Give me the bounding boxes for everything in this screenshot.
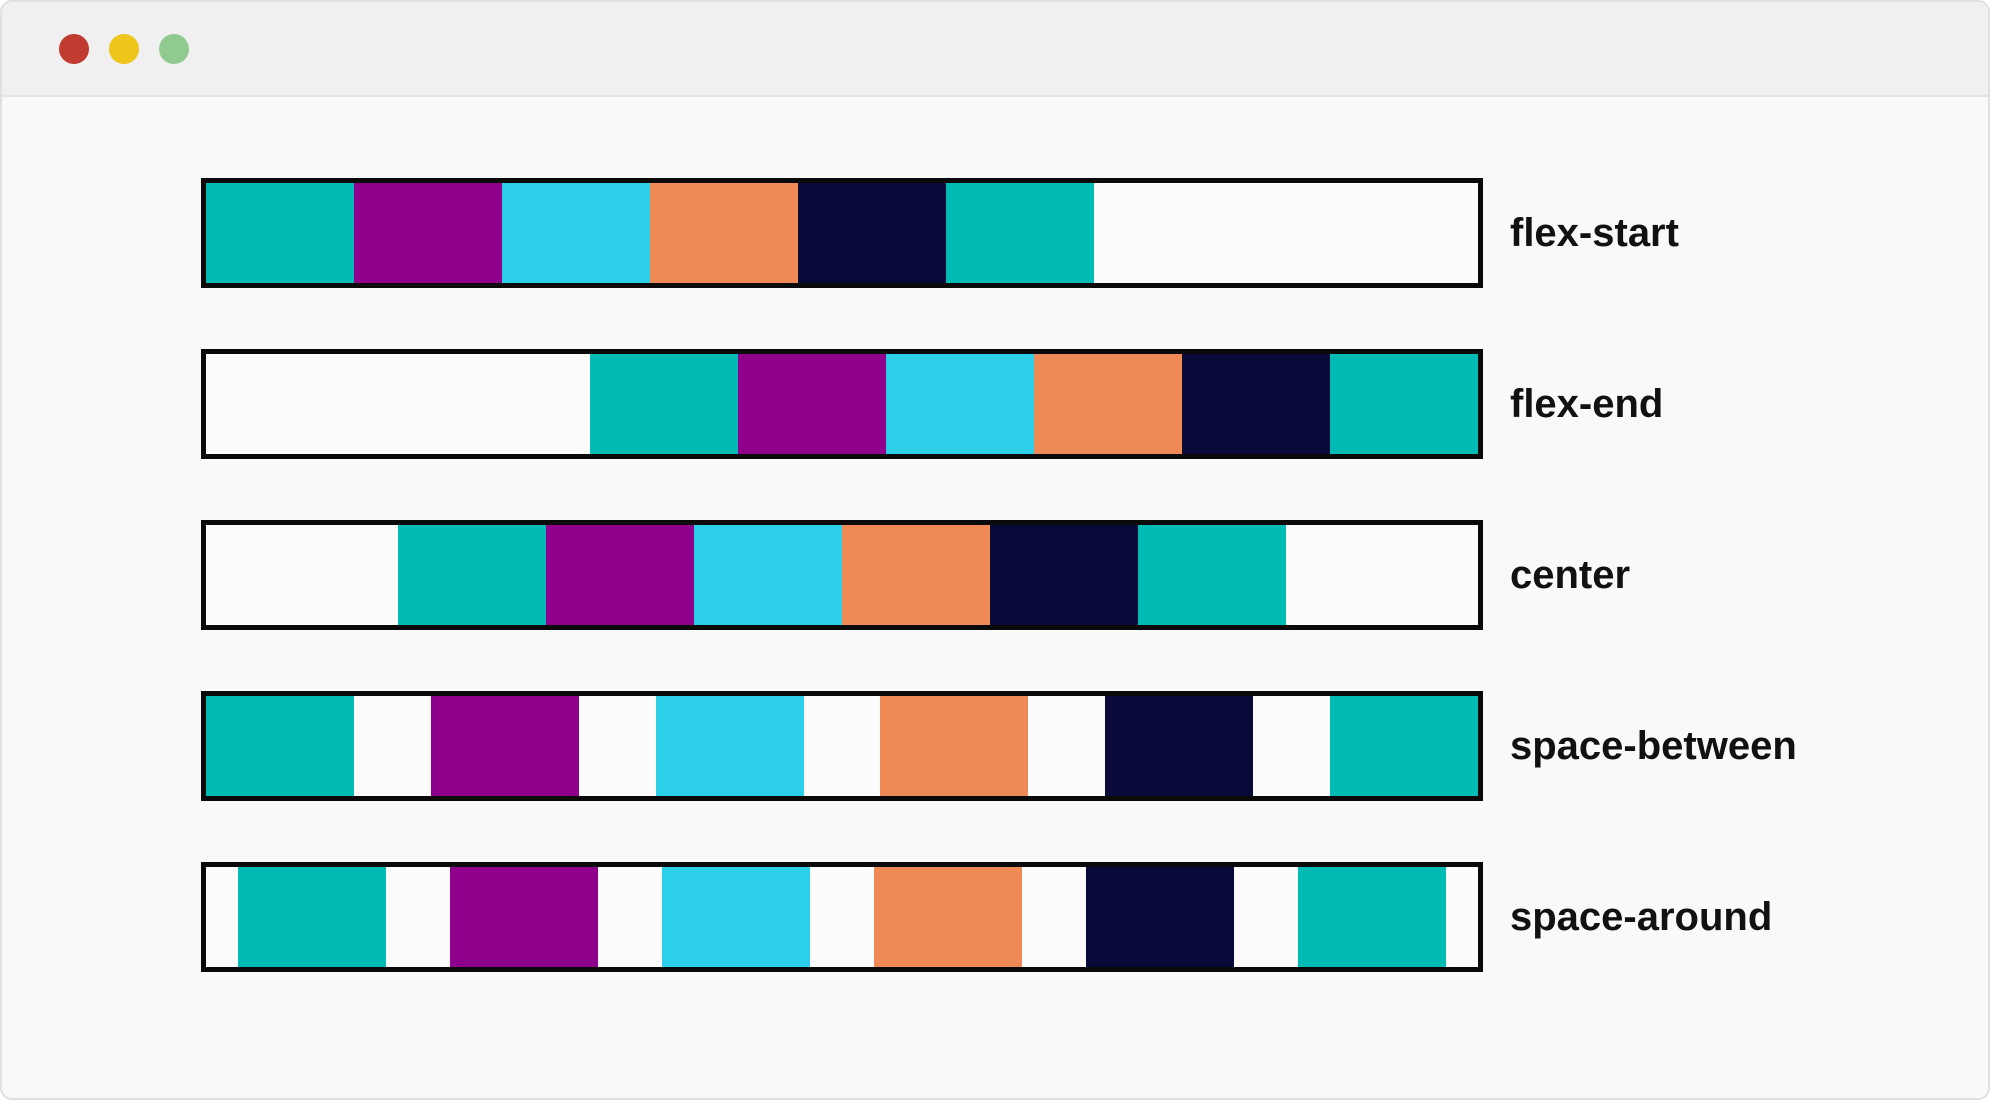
flex-item-teal	[1329, 696, 1478, 796]
flex-item-teal	[206, 183, 354, 283]
close-window-icon[interactable]	[59, 33, 89, 64]
flex-item-navy	[990, 525, 1138, 625]
flex-item-teal	[1298, 867, 1446, 967]
window-titlebar	[2, 2, 1988, 97]
flex-item-orange	[650, 183, 798, 283]
flex-item-orange	[880, 696, 1029, 796]
flex-item-orange	[842, 525, 990, 625]
flex-item-teal	[398, 525, 546, 625]
flex-container-flex-start	[201, 178, 1483, 288]
row-label-flex-end: flex-end	[1510, 381, 1664, 426]
demo-row-space-around: space-around	[201, 862, 1988, 972]
row-label-space-around: space-around	[1510, 894, 1773, 939]
flex-item-orange	[1034, 354, 1182, 454]
demo-row-flex-end: flex-end	[201, 349, 1988, 459]
row-label-flex-start: flex-start	[1510, 210, 1679, 255]
flex-item-purple	[430, 696, 579, 796]
demo-row-space-between: space-between	[201, 691, 1988, 801]
flex-item-navy	[1086, 867, 1234, 967]
minimize-window-icon[interactable]	[109, 33, 139, 64]
flex-container-space-around	[201, 862, 1483, 972]
flex-item-cyan	[502, 183, 650, 283]
flex-item-orange	[874, 867, 1022, 967]
flex-item-cyan	[662, 867, 810, 967]
row-label-space-between: space-between	[1510, 723, 1797, 768]
traffic-lights	[59, 33, 189, 64]
flex-item-purple	[354, 183, 502, 283]
flex-container-center	[201, 520, 1483, 630]
flex-container-space-between	[201, 691, 1483, 801]
flex-item-cyan	[694, 525, 842, 625]
flex-container-flex-end	[201, 349, 1483, 459]
flex-item-cyan	[886, 354, 1034, 454]
flex-item-teal	[238, 867, 386, 967]
flex-item-cyan	[655, 696, 804, 796]
flex-item-purple	[546, 525, 694, 625]
flex-item-navy	[798, 183, 946, 283]
flex-item-teal	[590, 354, 738, 454]
demo-row-center: center	[201, 520, 1988, 630]
flex-item-teal	[1138, 525, 1286, 625]
flex-item-purple	[450, 867, 598, 967]
flex-item-navy	[1105, 696, 1254, 796]
row-label-center: center	[1510, 552, 1631, 597]
flex-item-navy	[1182, 354, 1330, 454]
demo-row-flex-start: flex-start	[201, 178, 1988, 288]
flexbox-demo-content: flex-start flex-end center space-between…	[2, 97, 1988, 972]
flex-item-teal	[206, 696, 354, 796]
maximize-window-icon[interactable]	[159, 33, 189, 64]
flex-item-teal	[1330, 354, 1478, 454]
flex-item-purple	[738, 354, 886, 454]
flex-item-teal	[946, 183, 1094, 283]
